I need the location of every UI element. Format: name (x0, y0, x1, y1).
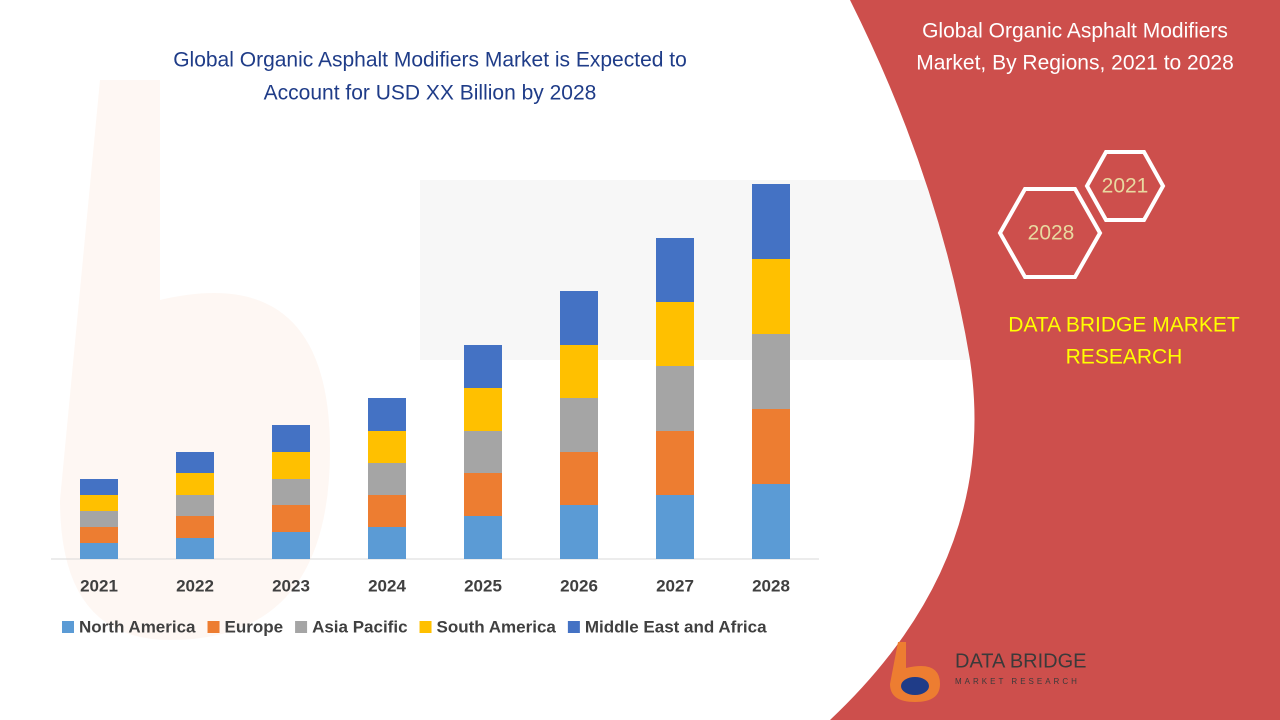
bar-segment (176, 495, 214, 516)
bar-segment (80, 495, 118, 511)
legend-swatch (567, 621, 580, 633)
bar-segment (464, 388, 502, 431)
bar-segment (272, 425, 310, 452)
bar-segment (272, 479, 310, 505)
x-tick-label: 2023 (272, 576, 310, 595)
side-panel (830, 0, 1280, 720)
logo (890, 642, 940, 702)
x-tick-label: 2025 (464, 576, 502, 595)
bar-segment (368, 431, 406, 463)
bar-segment (464, 345, 502, 388)
bar-segment (560, 452, 598, 505)
bar-segment (176, 473, 214, 495)
legend-swatch (62, 621, 74, 633)
bar-segment (752, 484, 790, 559)
brand-text: RESEARCH (1066, 346, 1183, 369)
bar-segment (176, 538, 214, 559)
bar-segment (752, 259, 790, 334)
legend-label: Middle East and Africa (585, 617, 767, 636)
bar-segment (272, 505, 310, 532)
panel-title: Global Organic Asphalt Modifiers (922, 20, 1228, 43)
bar-segment (752, 334, 790, 409)
bar-segment (656, 431, 694, 495)
legend-label: South America (437, 617, 557, 636)
bar-segment (656, 366, 694, 431)
legend-swatch (419, 621, 432, 633)
bar-segment (560, 398, 598, 452)
bar-segment (80, 543, 118, 559)
logo-text: DATA BRIDGE (955, 650, 1087, 672)
x-tick-label: 2027 (656, 576, 694, 595)
x-tick-label: 2021 (80, 576, 118, 595)
x-tick-label: 2026 (560, 576, 598, 595)
bar-segment (80, 511, 118, 527)
bar-segment (560, 505, 598, 559)
bar-segment (272, 532, 310, 559)
bar-segment (368, 527, 406, 559)
bar-segment (752, 409, 790, 484)
bar-segment (752, 184, 790, 259)
hexagon-label: 2021 (1102, 175, 1149, 198)
logo-subtext: MARKET RESEARCH (955, 677, 1080, 686)
panel-title: Market, By Regions, 2021 to 2028 (916, 52, 1234, 75)
bar-segment (464, 516, 502, 559)
x-tick-label: 2024 (368, 576, 406, 595)
hexagon (997, 187, 1103, 279)
bar-segment (464, 473, 502, 516)
legend-label: North America (79, 617, 196, 636)
bar-segment (560, 345, 598, 398)
bar-segment (656, 302, 694, 366)
hexagon-label: 2028 (1028, 222, 1075, 245)
hexagon (1084, 150, 1166, 222)
bar-segment (368, 398, 406, 431)
bar-segment (656, 495, 694, 559)
x-tick-label: 2028 (752, 576, 790, 595)
chart-title: Global Organic Asphalt Modifiers Market … (173, 49, 687, 72)
bar-segment (368, 463, 406, 495)
bar-segment (368, 495, 406, 527)
bar-segment (176, 452, 214, 473)
bar-segment (560, 291, 598, 345)
brand-text: DATA BRIDGE MARKET (1008, 314, 1240, 337)
bar-segment (80, 479, 118, 495)
x-tick-label: 2022 (176, 576, 214, 595)
legend-label: Europe (225, 617, 284, 636)
legend-swatch (207, 621, 220, 633)
chart-title: Account for USD XX Billion by 2028 (264, 82, 597, 105)
legend-swatch (295, 621, 308, 633)
legend-label: Asia Pacific (312, 617, 407, 636)
bar-segment (464, 431, 502, 473)
bar-segment (656, 238, 694, 302)
bar-segment (80, 527, 118, 543)
bar-segment (272, 452, 310, 479)
bar-segment (176, 516, 214, 538)
